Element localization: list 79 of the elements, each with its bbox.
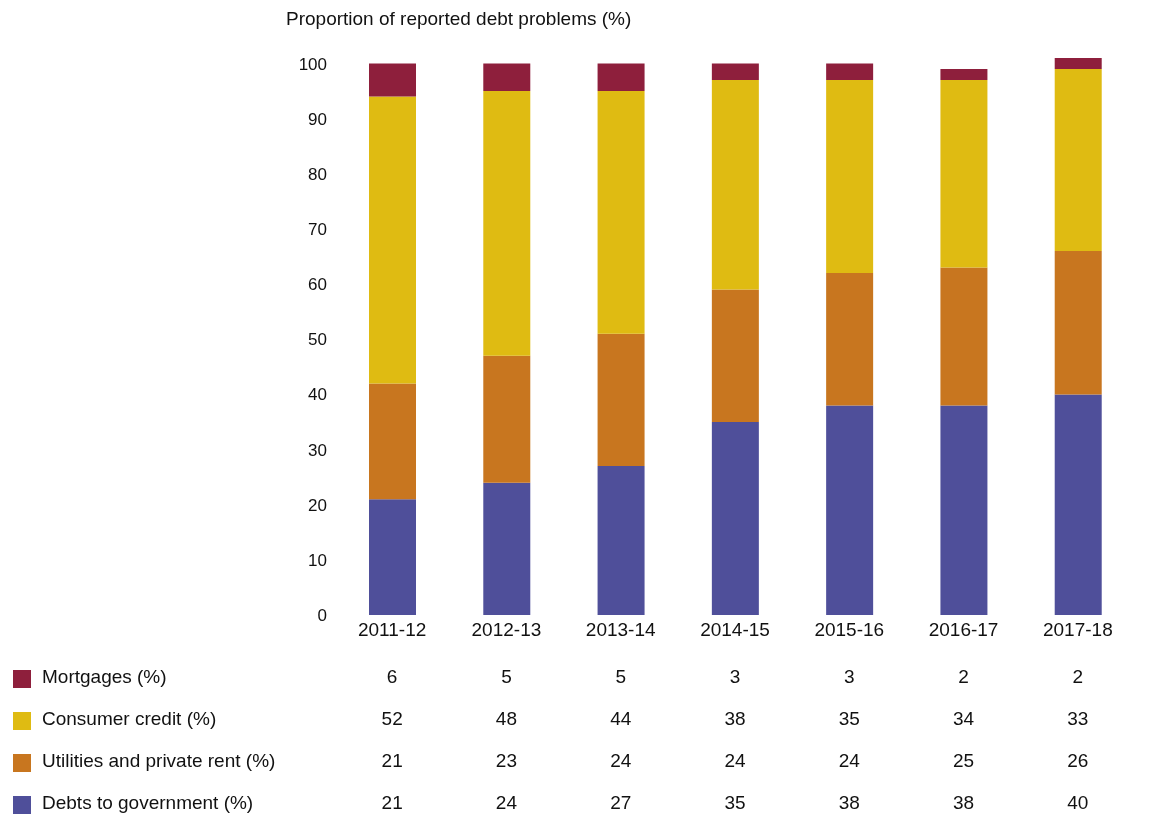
bar [940,405,988,615]
data-label: 27 [609,792,633,814]
data-label: 40 [1066,792,1090,814]
data-label: 52 [380,708,404,730]
data-label: 24 [609,750,633,772]
bar [369,383,416,500]
bar [940,267,988,406]
data-label: 38 [723,708,747,730]
bar [483,91,531,356]
bar [826,405,874,615]
y-axis-title: Proportion of reported debt problems (%) [286,8,632,30]
bar [711,63,759,81]
data-label: 24 [837,750,861,772]
data-label: 21 [380,792,404,814]
bar [1054,251,1102,395]
y-tick-label: 0 [317,606,327,626]
bar [1054,58,1102,70]
data-label: 44 [609,708,633,730]
bar [826,273,874,406]
bar [1054,394,1102,615]
y-tick-label: 90 [308,109,327,129]
y-tick-label: 70 [308,220,327,239]
data-label: 21 [380,750,404,772]
y-tick-label: 20 [308,495,327,515]
bar [826,80,874,274]
bar [369,499,416,615]
data-label: 38 [952,792,976,814]
y-tick-label: 30 [308,440,327,460]
bar [1054,69,1102,252]
data-label: 2 [1071,666,1085,688]
bar [711,289,759,422]
data-label: 24 [494,792,518,814]
bar [483,355,531,483]
bar [711,80,759,290]
legend-label: Debts to government (%) [42,792,254,814]
x-tick-label: 2012-13 [471,619,542,641]
data-label: 38 [837,792,861,814]
bar [597,63,645,92]
bar [369,63,416,97]
data-label: 34 [952,708,976,730]
data-label: 3 [843,666,856,688]
legend-label: Mortgages (%) [42,666,167,688]
data-label: 26 [1066,750,1090,772]
bar [940,69,988,81]
legend-label: Utilities and private rent (%) [42,750,276,772]
bar [597,333,645,467]
legend-label: Consumer credit (%) [42,708,217,730]
bar [483,63,531,92]
bar [711,421,759,615]
x-tick-label: 2014-15 [700,619,770,641]
data-label: 25 [952,750,976,772]
bar [369,96,416,384]
bar [940,80,988,268]
data-label: 35 [837,708,861,730]
bar [483,482,531,615]
data-label: 5 [614,666,627,688]
bar [597,466,645,615]
y-tick-label: 80 [308,164,327,184]
data-label: 2 [957,666,970,688]
bar [597,91,645,334]
y-tick-label: 100 [298,54,327,74]
x-tick-label: 2013-14 [585,619,657,641]
x-tick-label: 2011-12 [357,619,427,641]
x-tick-label: 2017-18 [1042,619,1113,641]
data-label: 23 [494,750,518,772]
data-label: 5 [500,666,513,688]
data-label: 3 [728,666,742,688]
data-label: 35 [723,792,747,814]
x-tick-label: 2015-16 [814,619,885,641]
x-tick-label: 2016-17 [928,619,999,641]
data-label: 33 [1066,708,1090,730]
data-label: 48 [494,708,518,730]
y-tick-label: 10 [308,550,327,570]
data-label: 6 [385,666,399,688]
y-tick-label: 60 [308,275,327,295]
data-label: 24 [723,750,747,772]
bar [826,63,874,81]
y-tick-label: 50 [308,330,327,350]
y-tick-label: 40 [308,385,327,405]
